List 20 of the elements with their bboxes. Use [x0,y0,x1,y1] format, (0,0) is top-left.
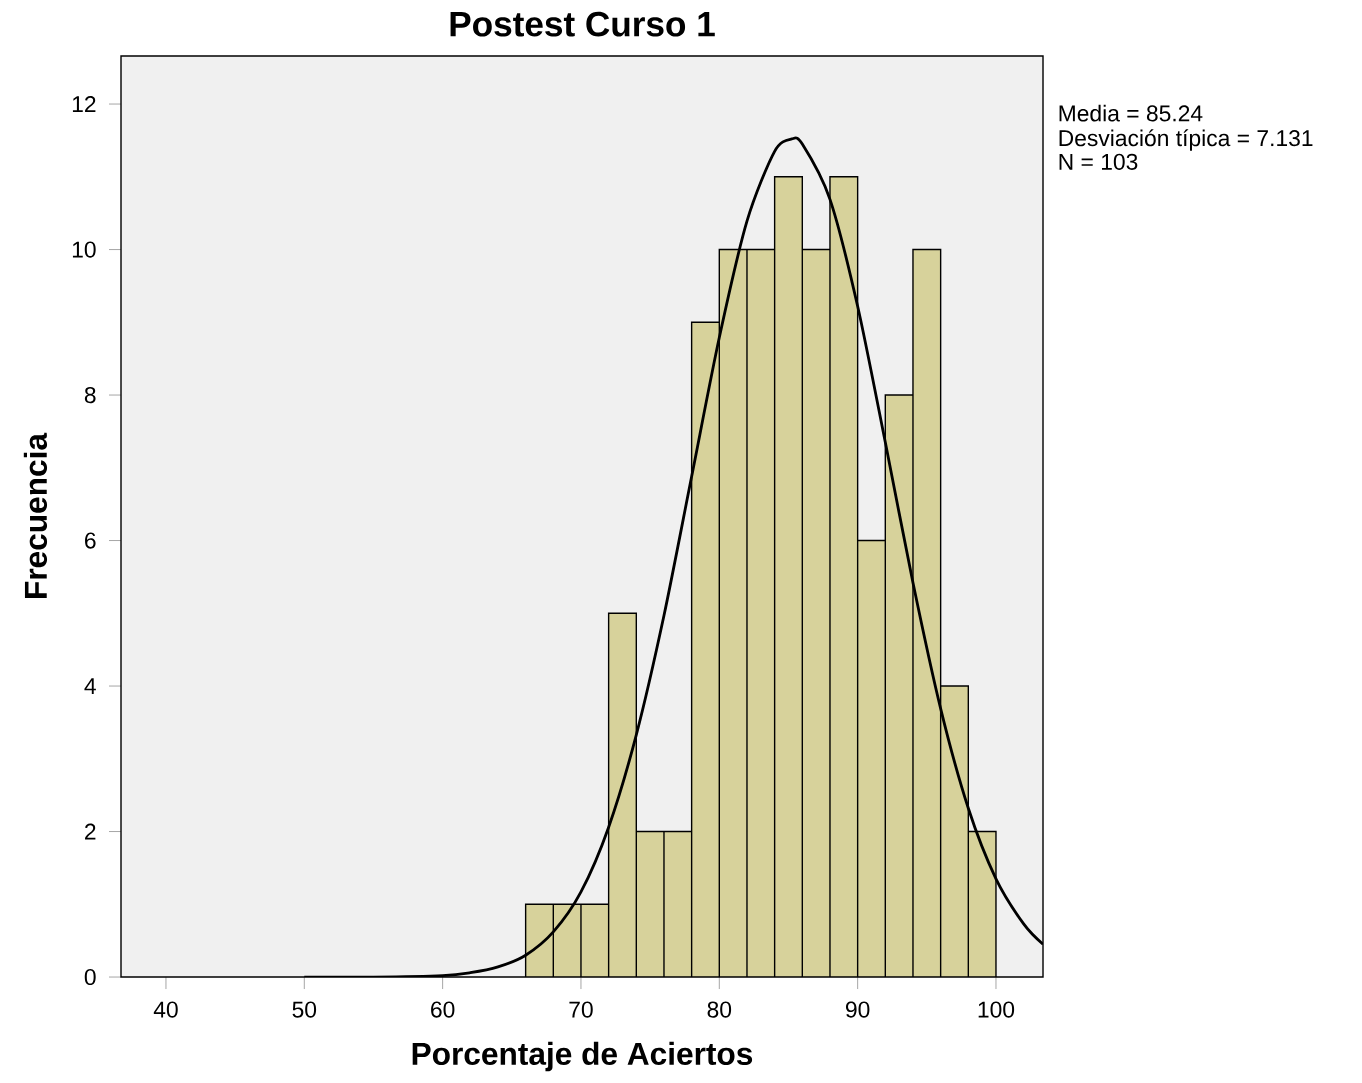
chart-title: Postest Curso 1 [450,11,715,37]
x-tick-label: 70 [569,1001,593,1018]
y-tick-label: 4 [84,678,96,694]
y-tick-label: 2 [85,823,96,840]
text: Desviación típica = 7.131 [1059,129,1313,151]
x-tick-label: 90 [845,1001,870,1018]
x-tick-label: 60 [431,1001,455,1018]
y-tick-label: 6 [85,532,96,549]
x-tick-label: 40 [153,1001,178,1018]
text: Media = 85.24 [1059,104,1203,122]
x-tick-label: 80 [707,1001,732,1018]
y-tick-label: 12 [72,96,96,113]
y-tick-label: 8 [84,386,96,404]
y-tick-label: 10 [72,241,96,258]
y-axis-title: Frecuencia [23,432,48,598]
text: N = 103 [1059,153,1138,170]
y-tick-label: 0 [84,968,96,986]
x-tick-label: 50 [292,1001,317,1018]
x-axis-title: Porcentaje de Aciertos [412,1041,753,1072]
x-tick-label: 100 [978,1001,1015,1018]
